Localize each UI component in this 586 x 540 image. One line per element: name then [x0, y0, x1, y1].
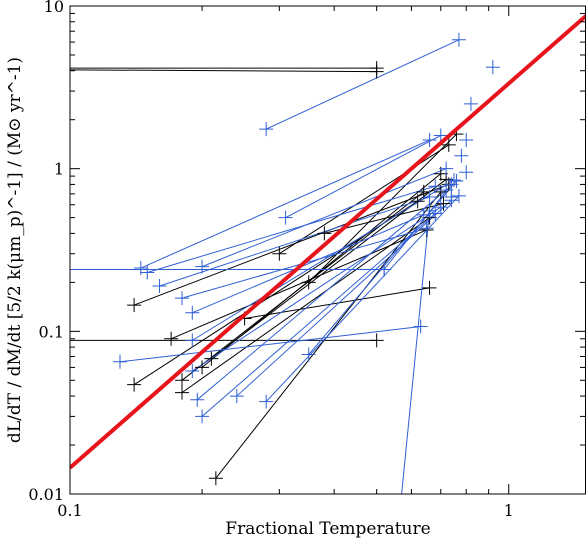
blue-point-marker: [419, 221, 434, 236]
blue-point-marker: [451, 188, 466, 203]
black-point-marker: [127, 377, 142, 392]
black-point-marker: [422, 280, 437, 295]
black-point-marker: [204, 351, 219, 366]
blue-series-line: [401, 210, 431, 494]
blue-series-line: [196, 189, 447, 401]
black-series-line: [244, 287, 430, 319]
blue-series-line: [140, 139, 430, 269]
blue-point-marker: [152, 278, 167, 293]
black-point-marker: [195, 360, 210, 375]
blue-series-line: [201, 213, 436, 417]
black-point-marker: [174, 385, 189, 400]
blue-series-line: [192, 179, 455, 341]
blue-point-marker: [433, 128, 448, 143]
black-point-marker: [164, 331, 179, 346]
blue-point-marker: [259, 394, 274, 409]
blue-point-marker: [485, 60, 500, 75]
x-axis-title: Fractional Temperature: [225, 519, 430, 539]
blue-series-line: [201, 168, 447, 268]
blue-point-marker: [422, 203, 437, 218]
blue-point-marker: [451, 32, 466, 47]
black-series-line: [133, 183, 449, 306]
blue-point-marker: [278, 210, 293, 225]
y-tick-label: 1: [54, 160, 64, 179]
blue-point-marker: [428, 179, 443, 194]
blue-point-marker: [454, 148, 469, 163]
plot-frame: [69, 5, 586, 495]
blue-point-marker: [439, 182, 454, 197]
black-point-marker: [369, 333, 384, 348]
black-series-line: [70, 69, 377, 73]
blue-series-line: [236, 199, 452, 397]
blue-point-marker: [112, 354, 127, 369]
blue-point-marker: [185, 364, 200, 379]
blue-point-marker: [301, 347, 316, 362]
blue-point-marker: [422, 133, 437, 148]
black-point-marker: [301, 275, 316, 290]
blue-point-marker: [195, 259, 210, 274]
blue-point-marker: [444, 177, 459, 192]
blue-series-line: [147, 185, 436, 273]
blue-point-marker: [439, 161, 454, 176]
black-series-line: [308, 133, 457, 283]
blue-series-line: [383, 184, 452, 270]
black-point-marker: [127, 298, 142, 313]
blue-series-line: [159, 196, 430, 287]
blue-series-line: [119, 326, 421, 363]
blue-series-line: [265, 195, 460, 402]
fit-line-layer: [70, 14, 586, 470]
black-point-marker: [441, 137, 456, 152]
black-series-line: [170, 229, 427, 340]
fit-line: [70, 14, 586, 470]
black-point-marker: [433, 184, 448, 199]
blue-point-marker: [444, 189, 459, 204]
y-axis-title: dL/dT / dM/dt [5/2 k(μm_p)^-1] / (M⊙ yr^…: [5, 57, 25, 443]
blue-point-marker: [195, 409, 210, 424]
data-markers-layer: [112, 32, 500, 486]
blue-point-marker: [463, 96, 478, 111]
black-point-marker: [272, 246, 287, 261]
blue-point-marker: [174, 291, 189, 306]
blue-point-marker: [229, 389, 244, 404]
black-point-marker: [317, 226, 332, 241]
x-tick-label: 0.1: [57, 501, 82, 520]
blue-point-marker: [433, 200, 448, 215]
black-series-line: [181, 217, 430, 394]
blue-point-marker: [422, 189, 437, 204]
blue-point-marker: [428, 206, 443, 221]
blue-point-marker: [413, 319, 428, 334]
black-point-marker: [369, 64, 384, 79]
black-point-marker: [208, 471, 223, 486]
blue-series-line: [265, 39, 460, 130]
blue-point-marker: [259, 122, 274, 137]
blue-point-marker: [140, 265, 155, 280]
x-tick-label: 1: [504, 501, 514, 520]
blue-point-marker: [190, 392, 205, 407]
data-lines-layer: [70, 39, 460, 494]
y-tick-label: 0.1: [39, 322, 64, 341]
axis-ticks: [69, 5, 585, 495]
y-tick-label: 0.01: [28, 485, 64, 504]
y-axis-title-text: dL/dT / dM/dt [5/2 k(μm_p)^-1] / (M⊙ yr^…: [5, 57, 25, 443]
blue-point-marker: [377, 262, 392, 277]
blue-point-marker: [459, 133, 474, 148]
blue-point-marker: [185, 305, 200, 320]
black-point-marker: [174, 373, 189, 388]
blue-series-line: [285, 135, 442, 219]
black-point-marker: [436, 196, 451, 211]
blue-point-marker: [459, 165, 474, 180]
blue-point-marker: [416, 207, 431, 222]
blue-series-line: [192, 214, 424, 314]
y-tick-label: 10: [44, 0, 64, 16]
blue-series-line: [192, 206, 442, 372]
blue-point-marker: [185, 333, 200, 348]
black-point-marker: [410, 194, 425, 209]
